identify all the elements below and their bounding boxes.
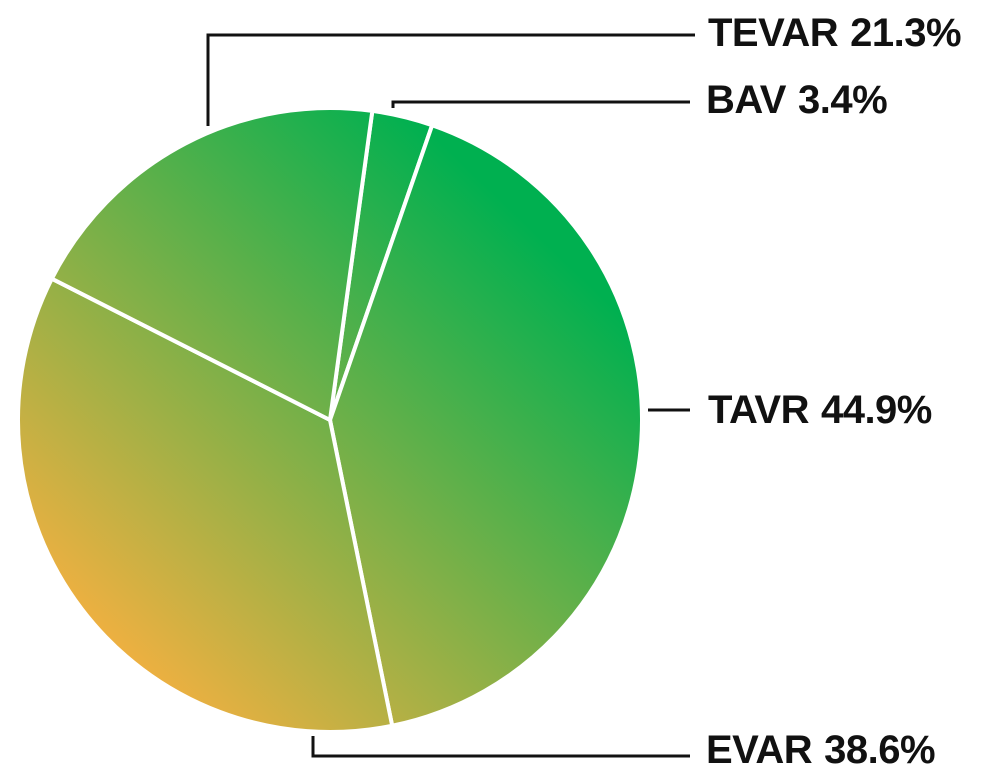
slice-value-label: 21.3% bbox=[850, 11, 961, 55]
slice-value-label: 44.9% bbox=[821, 388, 932, 432]
slice-category: BAV bbox=[706, 78, 787, 122]
slice-value-label: 3.4% bbox=[798, 78, 887, 122]
leader-line bbox=[391, 100, 690, 108]
slice-label: TEVAR 21.3% bbox=[708, 11, 961, 55]
leader-line bbox=[206, 33, 695, 126]
slice-label: EVAR 38.6% bbox=[706, 728, 935, 772]
leader-line bbox=[311, 736, 690, 758]
pie-slice bbox=[328, 123, 644, 728]
slice-category: EVAR bbox=[706, 728, 813, 772]
pie-slice bbox=[16, 276, 395, 734]
pie-slice bbox=[49, 106, 375, 422]
slice-label: TAVR 44.9% bbox=[708, 388, 932, 432]
slice-label: BAV 3.4% bbox=[706, 78, 887, 122]
slice-value-label: 38.6% bbox=[824, 728, 935, 772]
slice-category: TEVAR bbox=[708, 11, 839, 55]
slice-category: TAVR bbox=[708, 388, 810, 432]
